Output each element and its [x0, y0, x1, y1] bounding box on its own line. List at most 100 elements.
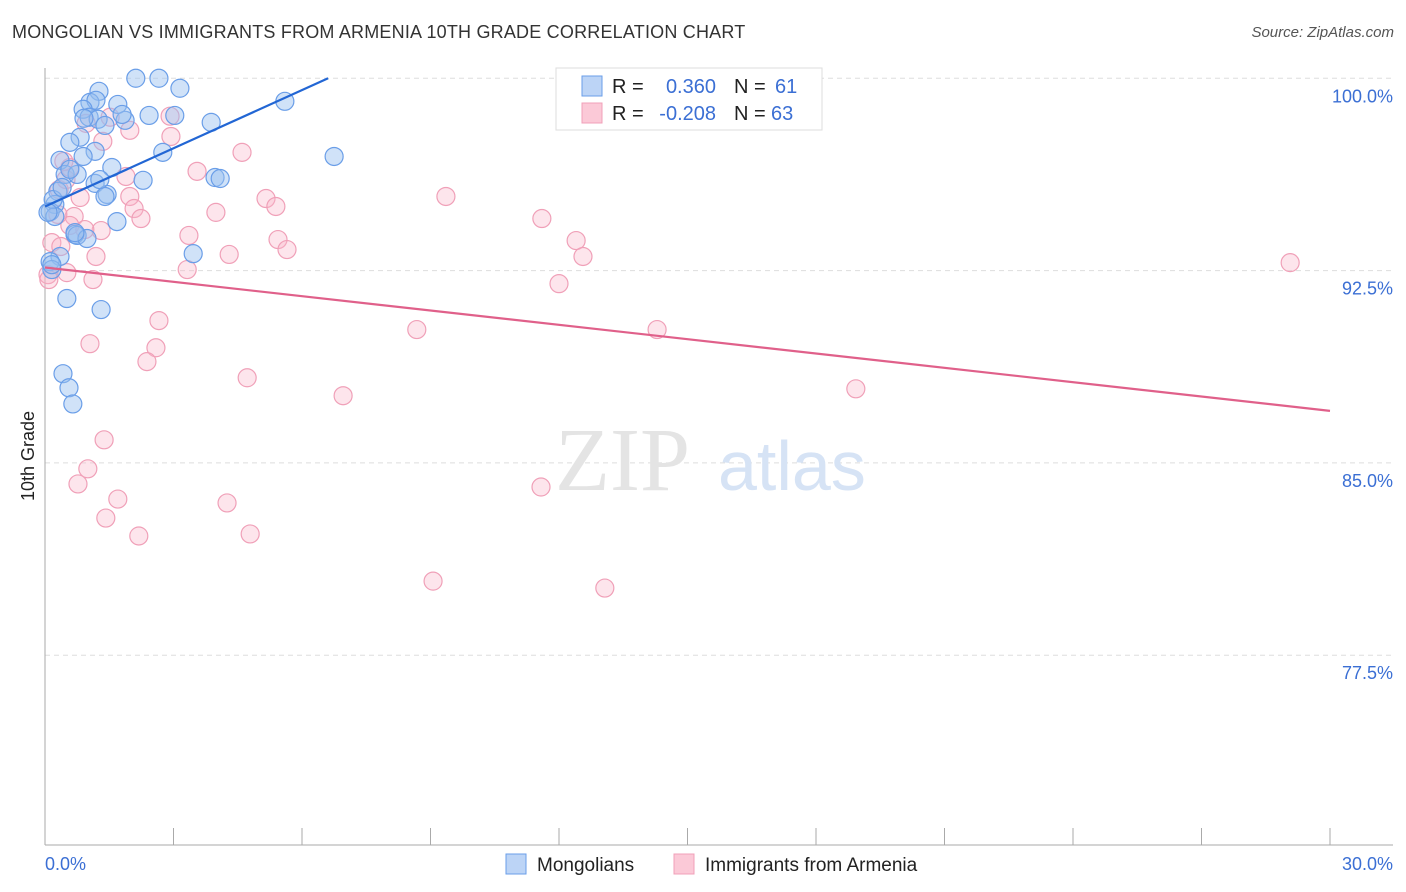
mongolian-point: [139, 105, 159, 126]
y-axis-label: 10th Grade: [18, 411, 38, 501]
points: [38, 68, 1300, 598]
legend-n-label: N =: [734, 76, 766, 98]
armenia-point: [566, 230, 586, 251]
legend-r-label: R =: [612, 103, 644, 125]
armenia-point: [83, 269, 103, 290]
armenia-point: [57, 263, 77, 283]
armenia-point: [436, 186, 456, 207]
mongolian-point: [74, 108, 94, 128]
bottom-legend: Mongolians Immigrants from Armenia: [505, 853, 918, 876]
legend-r-value: 0.360: [666, 76, 716, 98]
mongolian-point: [133, 170, 153, 190]
mongolian-point: [60, 159, 80, 179]
x-tick-label-min: 0.0%: [45, 854, 86, 874]
armenia-point: [333, 386, 353, 406]
armenia-point: [161, 126, 181, 147]
armenia-point: [277, 239, 297, 260]
armenia-point: [187, 161, 207, 181]
mongolian-point: [77, 228, 97, 249]
legend-swatch-mongolians: [581, 75, 603, 97]
mongolian-point: [126, 68, 146, 88]
armenia-point: [86, 246, 106, 267]
mongolian-point: [42, 255, 62, 275]
armenia-point: [217, 493, 237, 513]
armenia-point: [240, 524, 260, 544]
grid: [45, 77, 1393, 656]
mongolian-point: [70, 127, 90, 147]
legend-r-value: -0.208: [659, 103, 716, 125]
mongolian-point: [112, 104, 132, 125]
mongolian-point: [52, 177, 72, 198]
chart-source: Source: ZipAtlas.com: [1251, 24, 1394, 41]
x-tick-label-max: 30.0%: [1342, 854, 1393, 874]
mongolian-point: [324, 146, 344, 167]
trend-lines: [44, 77, 1331, 412]
legend-n-value: 61: [775, 76, 797, 98]
bottom-legend-armenia: Immigrants from Armenia: [705, 855, 918, 876]
armenia-point: [423, 571, 443, 591]
mongolian-point: [40, 252, 60, 272]
armenia-point: [846, 379, 866, 399]
legend-n-value: 63: [771, 103, 793, 125]
mongolian-point: [57, 288, 77, 309]
watermark-zip: ZIP: [555, 411, 690, 510]
y-tick-label: 100.0%: [1332, 86, 1393, 106]
armenia-point: [219, 244, 239, 265]
armenia-point: [124, 198, 144, 219]
armenia-point: [266, 196, 286, 217]
mongolian-point: [149, 68, 169, 88]
legend-n-label: N =: [734, 103, 766, 125]
armenia-point: [80, 334, 100, 354]
armenia-point: [120, 186, 140, 207]
mongolian-point: [38, 202, 58, 222]
legend-swatch-armenia: [581, 102, 603, 124]
y-tick-label: 77.5%: [1342, 663, 1393, 683]
mongolian-point: [60, 132, 80, 152]
mongolian-point: [165, 105, 185, 126]
mongolian-point: [73, 146, 93, 167]
armenia-point: [232, 142, 252, 162]
mongolian-point: [170, 78, 190, 98]
mongolian-point: [63, 394, 83, 414]
armenia-point: [149, 310, 169, 331]
mongolian-point: [210, 168, 230, 189]
watermark-atlas: atlas: [718, 427, 866, 505]
armenia-point: [256, 188, 276, 209]
armenia-point: [108, 489, 128, 509]
armenia-point: [146, 338, 166, 358]
legend: R = 0.360 N = 61 R = -0.208 N = 63: [555, 67, 823, 131]
mongolian-point: [65, 223, 85, 243]
armenia-point: [595, 578, 615, 598]
armenia-point: [532, 208, 552, 229]
armenia-point: [179, 225, 199, 246]
legend-r-label: R =: [612, 76, 644, 98]
armenia-point: [237, 368, 257, 388]
armenia-point: [93, 131, 113, 151]
axes: [44, 68, 1393, 846]
mongolian-trend-line: [44, 77, 329, 208]
mongolian-point: [108, 94, 128, 115]
armenia-point: [137, 352, 157, 372]
armenia-point: [131, 208, 151, 229]
y-tick-label: 92.5%: [1342, 279, 1393, 299]
armenia-point: [78, 459, 98, 479]
armenia-point: [51, 236, 71, 257]
armenia-point: [177, 259, 197, 280]
armenia-point: [573, 246, 593, 267]
armenia-point: [549, 274, 569, 294]
armenia-point: [206, 202, 226, 222]
armenia-point: [531, 477, 551, 497]
mongolian-point: [53, 364, 73, 384]
armenia-trend-line: [44, 266, 1331, 412]
armenia-point: [407, 319, 427, 340]
armenia-point: [647, 319, 667, 340]
armenia-point: [129, 526, 149, 546]
armenia-point: [1280, 253, 1300, 273]
mongolian-point: [59, 378, 79, 398]
armenia-point: [68, 474, 88, 494]
chart-title: MONGOLIAN VS IMMIGRANTS FROM ARMENIA 10T…: [12, 22, 746, 42]
mongolian-point: [85, 141, 105, 161]
armenia-point: [94, 430, 114, 450]
bottom-legend-mongolians: Mongolians: [537, 855, 634, 876]
